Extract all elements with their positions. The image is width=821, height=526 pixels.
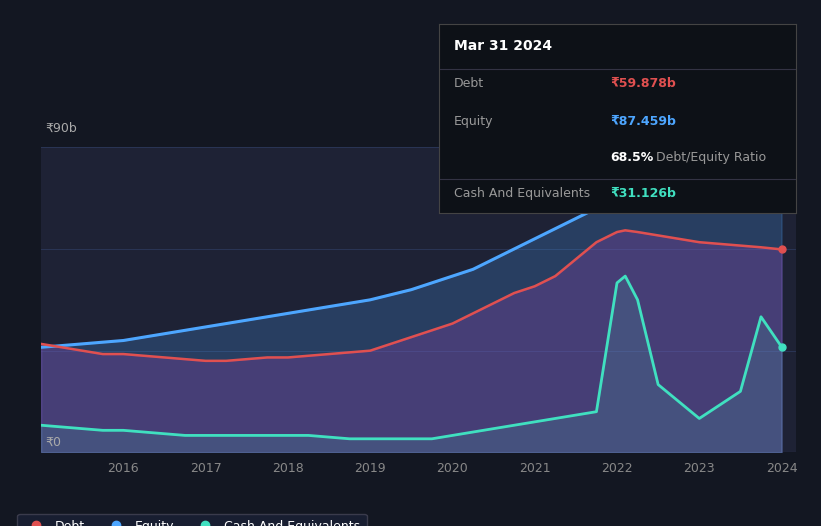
Text: Mar 31 2024: Mar 31 2024	[453, 39, 552, 53]
Text: Cash And Equivalents: Cash And Equivalents	[453, 187, 589, 199]
Text: 68.5%: 68.5%	[611, 150, 654, 164]
Text: ₹59.878b: ₹59.878b	[611, 77, 677, 90]
Text: ₹87.459b: ₹87.459b	[611, 115, 677, 128]
Text: ₹0: ₹0	[45, 436, 61, 449]
Text: Debt: Debt	[453, 77, 484, 90]
Text: ₹31.126b: ₹31.126b	[611, 187, 677, 199]
Legend: Debt, Equity, Cash And Equivalents: Debt, Equity, Cash And Equivalents	[17, 513, 367, 526]
Text: ₹90b: ₹90b	[45, 122, 76, 135]
Text: Equity: Equity	[453, 115, 493, 128]
Text: Debt/Equity Ratio: Debt/Equity Ratio	[652, 150, 766, 164]
